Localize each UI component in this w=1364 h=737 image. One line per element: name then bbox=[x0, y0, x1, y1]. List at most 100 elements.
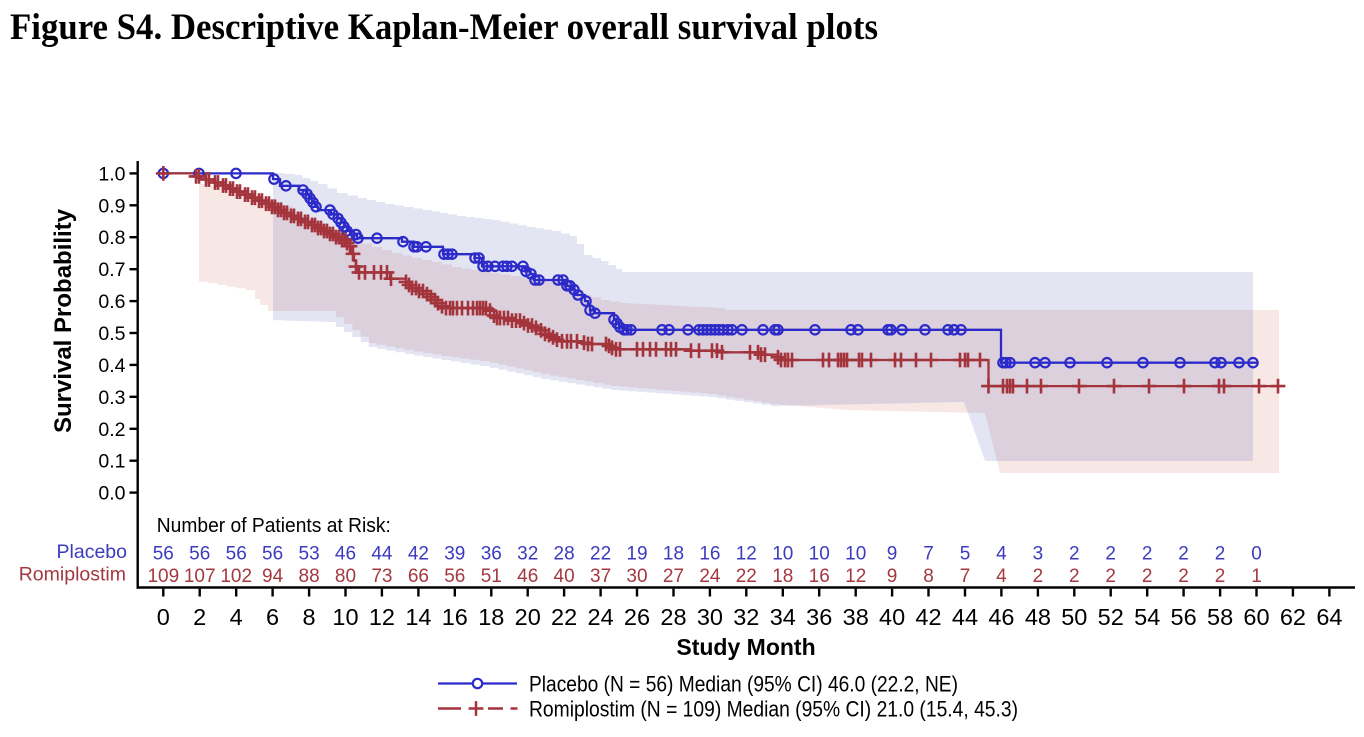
svg-text:9: 9 bbox=[887, 566, 898, 587]
svg-text:2: 2 bbox=[1142, 544, 1153, 565]
svg-text:2: 2 bbox=[1142, 566, 1153, 587]
svg-text:62: 62 bbox=[1280, 604, 1306, 630]
svg-text:0: 0 bbox=[1251, 544, 1262, 565]
svg-text:7: 7 bbox=[923, 544, 934, 565]
svg-text:16: 16 bbox=[809, 566, 830, 587]
svg-text:32: 32 bbox=[517, 544, 538, 565]
svg-text:37: 37 bbox=[590, 566, 611, 587]
svg-text:56: 56 bbox=[444, 566, 465, 587]
svg-text:58: 58 bbox=[1207, 604, 1233, 630]
svg-text:4: 4 bbox=[996, 544, 1007, 565]
svg-text:40: 40 bbox=[879, 604, 905, 630]
svg-text:51: 51 bbox=[481, 566, 502, 587]
svg-text:1.0: 1.0 bbox=[98, 163, 125, 185]
svg-text:4: 4 bbox=[996, 566, 1007, 587]
svg-text:12: 12 bbox=[369, 604, 395, 630]
svg-text:2: 2 bbox=[193, 604, 206, 630]
svg-text:Number of Patients at Risk:: Number of Patients at Risk: bbox=[157, 515, 391, 537]
svg-text:18: 18 bbox=[478, 604, 504, 630]
svg-text:2: 2 bbox=[1069, 566, 1080, 587]
svg-text:10: 10 bbox=[809, 544, 830, 565]
svg-text:73: 73 bbox=[371, 566, 392, 587]
svg-text:48: 48 bbox=[1025, 604, 1051, 630]
svg-text:36: 36 bbox=[481, 544, 502, 565]
svg-text:22: 22 bbox=[551, 604, 577, 630]
svg-text:56: 56 bbox=[262, 544, 283, 565]
svg-text:42: 42 bbox=[915, 604, 941, 630]
svg-text:2: 2 bbox=[1105, 566, 1116, 587]
svg-text:22: 22 bbox=[590, 544, 611, 565]
svg-text:20: 20 bbox=[515, 604, 541, 630]
svg-text:14: 14 bbox=[405, 604, 431, 630]
svg-text:0.9: 0.9 bbox=[98, 195, 125, 217]
svg-text:19: 19 bbox=[626, 544, 647, 565]
svg-text:Figure S4. Descriptive Kaplan-: Figure S4. Descriptive Kaplan-Meier over… bbox=[10, 7, 878, 48]
svg-text:50: 50 bbox=[1061, 604, 1087, 630]
svg-text:Romiplostim (N = 109) Median (: Romiplostim (N = 109) Median (95% CI) 21… bbox=[529, 697, 1018, 722]
svg-text:34: 34 bbox=[770, 604, 796, 630]
svg-text:46: 46 bbox=[988, 604, 1014, 630]
svg-text:2: 2 bbox=[1215, 544, 1226, 565]
svg-text:0.2: 0.2 bbox=[98, 419, 125, 441]
svg-text:30: 30 bbox=[626, 566, 647, 587]
svg-text:1: 1 bbox=[1251, 566, 1262, 587]
svg-text:16: 16 bbox=[442, 604, 468, 630]
svg-text:56: 56 bbox=[153, 544, 174, 565]
svg-text:42: 42 bbox=[408, 544, 429, 565]
svg-text:109: 109 bbox=[147, 566, 179, 587]
svg-text:Survival Probability: Survival Probability bbox=[50, 208, 77, 433]
svg-text:53: 53 bbox=[299, 544, 320, 565]
svg-text:32: 32 bbox=[733, 604, 759, 630]
svg-text:80: 80 bbox=[335, 566, 356, 587]
svg-text:30: 30 bbox=[697, 604, 723, 630]
svg-text:24: 24 bbox=[699, 566, 721, 587]
svg-text:64: 64 bbox=[1316, 604, 1342, 630]
svg-text:5: 5 bbox=[960, 544, 971, 565]
svg-text:38: 38 bbox=[843, 604, 869, 630]
svg-text:46: 46 bbox=[335, 544, 356, 565]
svg-text:10: 10 bbox=[332, 604, 358, 630]
svg-text:56: 56 bbox=[189, 544, 210, 565]
svg-text:6: 6 bbox=[266, 604, 279, 630]
svg-text:0.1: 0.1 bbox=[98, 451, 125, 473]
svg-text:4: 4 bbox=[230, 604, 243, 630]
svg-text:107: 107 bbox=[184, 566, 216, 587]
svg-text:2: 2 bbox=[1069, 544, 1080, 565]
svg-text:2: 2 bbox=[1178, 566, 1189, 587]
svg-text:0.6: 0.6 bbox=[98, 291, 125, 313]
svg-text:0: 0 bbox=[157, 604, 170, 630]
svg-text:60: 60 bbox=[1243, 604, 1269, 630]
svg-text:18: 18 bbox=[772, 566, 793, 587]
svg-text:12: 12 bbox=[736, 544, 757, 565]
svg-text:102: 102 bbox=[220, 566, 252, 587]
svg-text:0.4: 0.4 bbox=[98, 355, 125, 377]
svg-text:28: 28 bbox=[660, 604, 686, 630]
svg-text:0.5: 0.5 bbox=[98, 323, 125, 345]
svg-text:56: 56 bbox=[226, 544, 247, 565]
svg-text:Study Month: Study Month bbox=[676, 634, 815, 660]
svg-text:2: 2 bbox=[1178, 544, 1189, 565]
svg-text:44: 44 bbox=[952, 604, 978, 630]
svg-text:54: 54 bbox=[1134, 604, 1160, 630]
svg-text:44: 44 bbox=[371, 544, 393, 565]
svg-text:28: 28 bbox=[554, 544, 575, 565]
svg-text:16: 16 bbox=[699, 544, 720, 565]
svg-text:0.7: 0.7 bbox=[98, 259, 125, 281]
svg-text:0.0: 0.0 bbox=[98, 483, 125, 505]
svg-text:22: 22 bbox=[736, 566, 757, 587]
svg-text:7: 7 bbox=[960, 566, 971, 587]
svg-text:39: 39 bbox=[444, 544, 465, 565]
svg-text:36: 36 bbox=[806, 604, 832, 630]
svg-text:26: 26 bbox=[624, 604, 650, 630]
svg-text:52: 52 bbox=[1098, 604, 1124, 630]
svg-text:Romiplostim: Romiplostim bbox=[19, 564, 126, 586]
svg-text:46: 46 bbox=[517, 566, 538, 587]
svg-text:40: 40 bbox=[554, 566, 575, 587]
svg-text:Placebo: Placebo bbox=[57, 541, 128, 563]
svg-text:2: 2 bbox=[1105, 544, 1116, 565]
svg-text:0.8: 0.8 bbox=[98, 227, 125, 249]
svg-text:56: 56 bbox=[1171, 604, 1197, 630]
svg-text:10: 10 bbox=[772, 544, 793, 565]
svg-text:12: 12 bbox=[845, 566, 866, 587]
svg-text:27: 27 bbox=[663, 566, 684, 587]
